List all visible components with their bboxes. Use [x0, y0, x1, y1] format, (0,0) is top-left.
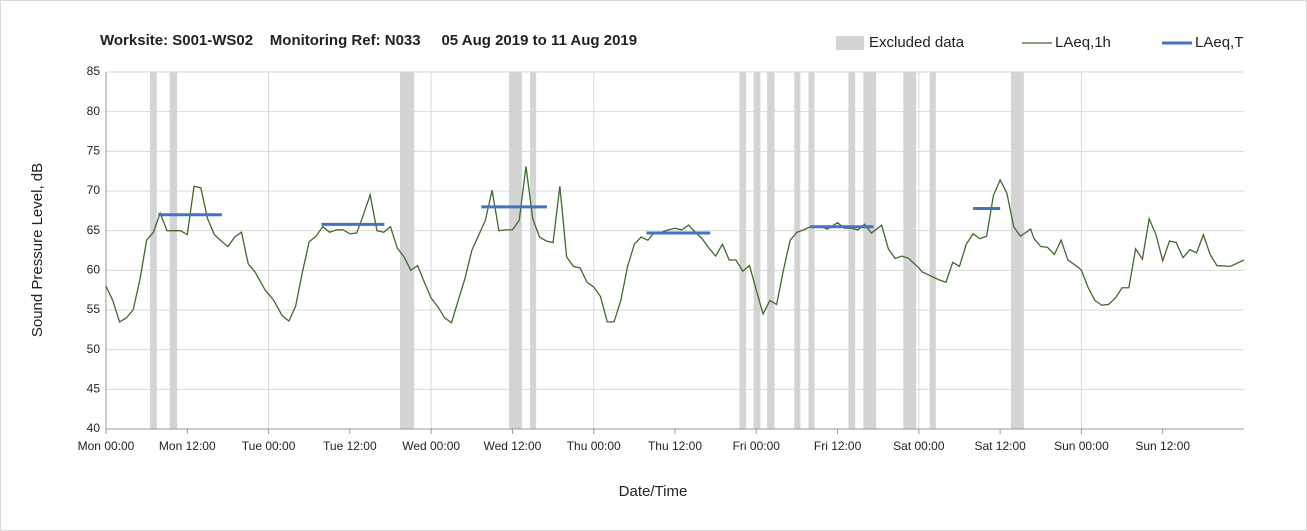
x-tick-label: Tue 12:00 — [323, 439, 377, 453]
excluded-band — [848, 72, 856, 429]
excluded-band — [739, 72, 747, 429]
excluded-band — [767, 72, 775, 429]
x-tick-label: Sun 00:00 — [1054, 439, 1109, 453]
x-tick-label: Thu 12:00 — [648, 439, 702, 453]
x-tick-label: Mon 12:00 — [159, 439, 216, 453]
excluded-band — [399, 72, 415, 429]
y-tick-label: 65 — [87, 223, 101, 237]
x-tick-label: Tue 00:00 — [242, 439, 296, 453]
excluded-band — [903, 72, 917, 429]
y-axis-label: Sound Pressure Level, dB — [29, 163, 46, 337]
x-axis-label: Date/Time — [619, 483, 688, 500]
x-tick-label: Fri 12:00 — [814, 439, 862, 453]
y-tick-label: 55 — [87, 302, 101, 316]
y-tick-label: 80 — [87, 104, 101, 118]
x-tick-label: Fri 00:00 — [733, 439, 781, 453]
excluded-band — [1010, 72, 1024, 429]
y-tick-label: 70 — [87, 183, 101, 197]
y-tick-label: 40 — [87, 421, 101, 435]
excluded-band — [929, 72, 936, 429]
x-tick-label: Sun 12:00 — [1135, 439, 1190, 453]
excluded-band — [530, 72, 537, 429]
x-tick-label: Wed 00:00 — [402, 439, 460, 453]
x-tick-label: Thu 00:00 — [567, 439, 621, 453]
legend-label: LAeq,1h — [1055, 34, 1111, 51]
excluded-band — [794, 72, 801, 429]
series-line — [105, 166, 1245, 324]
y-tick-label: 85 — [87, 64, 101, 78]
chart-title: Worksite: S001-WS02 Monitoring Ref: N033… — [100, 32, 637, 49]
x-tick-label: Sat 00:00 — [893, 439, 945, 453]
excluded-band — [509, 72, 522, 429]
excluded-band — [169, 72, 178, 429]
x-tick-label: Wed 12:00 — [484, 439, 542, 453]
excluded-band — [150, 72, 157, 429]
x-tick-label: Mon 00:00 — [78, 439, 135, 453]
excluded-band — [808, 72, 815, 429]
y-tick-label: 50 — [87, 342, 101, 356]
legend-label: LAeq,T — [1195, 34, 1243, 51]
legend-label: Excluded data — [869, 34, 965, 51]
excluded-band — [753, 72, 761, 429]
legend-swatch — [836, 36, 864, 50]
excluded-band — [863, 72, 877, 429]
x-tick-label: Sat 12:00 — [974, 439, 1026, 453]
y-tick-label: 45 — [87, 382, 101, 396]
y-tick-label: 75 — [87, 144, 101, 158]
y-tick-label: 60 — [87, 263, 101, 277]
